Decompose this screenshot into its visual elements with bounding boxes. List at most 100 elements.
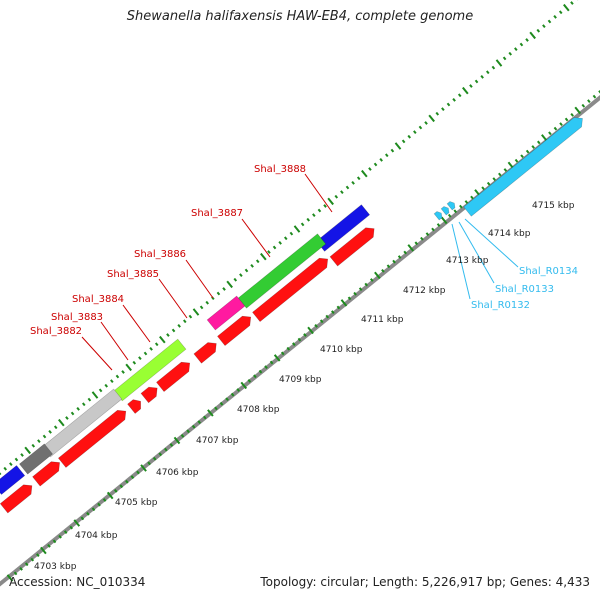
ruler-minor-tick	[136, 470, 140, 475]
ruler-minor-tick	[297, 337, 302, 342]
ruler-minor-tick	[280, 351, 285, 356]
ruler-minor-tick	[87, 397, 92, 402]
ruler-minor-tick	[559, 122, 563, 126]
ruler-minor-tick	[37, 439, 41, 443]
ruler-minor-tick	[219, 401, 224, 406]
cds-red-shape	[57, 409, 127, 468]
ruler-minor-tick	[58, 534, 62, 539]
gene-shal-3886-shape	[206, 295, 246, 331]
ruler-minor-tick	[65, 416, 69, 420]
ruler-minor-tick	[0, 472, 2, 476]
ruler-major-tick	[6, 574, 14, 582]
ruler-minor-tick	[230, 392, 235, 397]
ruler-minor-tick	[453, 209, 458, 214]
ruler-minor-tick	[164, 447, 168, 452]
rna-gene-long	[463, 117, 583, 217]
ruler-minor-tick	[154, 342, 159, 347]
ruler-minor-tick	[289, 231, 294, 236]
ruler-minor-tick	[570, 1, 574, 5]
ruler-minor-tick	[98, 388, 103, 393]
ruler-minor-tick	[491, 65, 496, 70]
cds-red-shape	[156, 361, 191, 393]
gene-label: Shal_3883	[51, 312, 103, 323]
gene-shal-3888	[315, 204, 371, 252]
ruler-minor-tick	[317, 208, 322, 213]
rna-gene-long-shape	[463, 117, 583, 217]
ruler-label: 4710 kbp	[320, 345, 363, 355]
rna-shal-r0134-shape	[446, 201, 456, 211]
ruler-minor-tick	[152, 456, 157, 461]
ruler-major-tick	[226, 280, 233, 289]
ruler-minor-tick	[464, 200, 469, 204]
ruler-minor-tick	[340, 190, 344, 194]
cds-red-shape	[217, 315, 252, 347]
ruler-minor-tick	[525, 149, 530, 154]
ruler-minor-tick	[197, 420, 202, 424]
ruler-minor-tick	[48, 430, 52, 434]
ruler-minor-tick	[564, 117, 569, 122]
ruler-minor-tick	[519, 42, 524, 47]
cds-red-shape	[127, 399, 142, 414]
ruler-minor-tick	[531, 145, 535, 149]
ruler-minor-tick	[233, 277, 238, 282]
ruler-minor-tick	[147, 461, 151, 466]
ruler-major-tick	[125, 363, 132, 372]
rna-label: Shal_R0133	[495, 284, 554, 295]
gene-grey-dark	[19, 443, 53, 475]
ruler-minor-tick	[20, 453, 24, 457]
ruler-minor-tick	[331, 310, 335, 314]
ruler-major-tick	[73, 519, 81, 527]
ruler-major-tick	[192, 308, 200, 316]
ruler-minor-tick	[24, 562, 29, 567]
gene-label: Shal_3888	[254, 164, 306, 175]
ruler-minor-tick	[492, 177, 497, 181]
ruler-minor-tick	[53, 425, 58, 430]
ruler-label: 4704 kbp	[75, 531, 118, 541]
cds-red	[32, 461, 60, 487]
ruler-major-tick	[340, 299, 348, 307]
ruler-minor-tick	[214, 406, 218, 411]
ruler-minor-tick	[258, 369, 263, 374]
gene-label: Shal_3886	[134, 249, 186, 260]
ruler-minor-tick	[244, 268, 249, 273]
ruler-minor-tick	[158, 452, 163, 457]
rna-shal-r0134	[446, 201, 456, 211]
ruler-major-tick	[428, 114, 435, 123]
ruler-minor-tick	[397, 255, 402, 259]
ruler-minor-tick	[19, 566, 23, 571]
ruler-minor-tick	[216, 291, 221, 296]
ruler-minor-tick	[425, 232, 430, 237]
cds-red	[156, 361, 191, 393]
ruler-minor-tick	[403, 250, 407, 255]
ruler-minor-tick	[436, 223, 441, 227]
ruler-minor-tick	[69, 525, 74, 530]
ruler-minor-tick	[199, 305, 204, 310]
gene-label-leader	[100, 321, 129, 361]
rna-shal-r0133-shape	[440, 206, 450, 216]
ruler-minor-tick	[470, 195, 474, 200]
ruler-major-tick	[293, 225, 301, 233]
ruler-minor-tick	[390, 148, 395, 153]
ruler-label: 4706 kbp	[156, 468, 199, 478]
ruler-minor-tick	[247, 378, 252, 383]
ruler-major-tick	[495, 59, 503, 67]
cds-red	[0, 484, 33, 514]
label-leaders	[81, 173, 519, 371]
ruler-minor-tick	[502, 56, 507, 61]
rna-label: Shal_R0134	[519, 266, 578, 277]
ruler-minor-tick	[345, 185, 350, 190]
ruler-minor-tick	[592, 94, 597, 99]
ruler-minor-tick	[138, 356, 142, 360]
ruler-major-tick	[106, 491, 114, 500]
gene-label-leader	[304, 173, 333, 213]
ruler-label: 4713 kbp	[446, 256, 489, 266]
ruler-minor-tick	[166, 333, 170, 337]
ruler-major-tick	[40, 546, 47, 555]
cds-red	[140, 386, 158, 404]
ruler-minor-tick	[418, 125, 423, 130]
ruler-minor-tick	[498, 172, 502, 177]
rna-shal-r0133	[440, 206, 450, 216]
ruler-minor-tick	[392, 259, 396, 264]
ruler-minor-tick	[598, 90, 600, 94]
